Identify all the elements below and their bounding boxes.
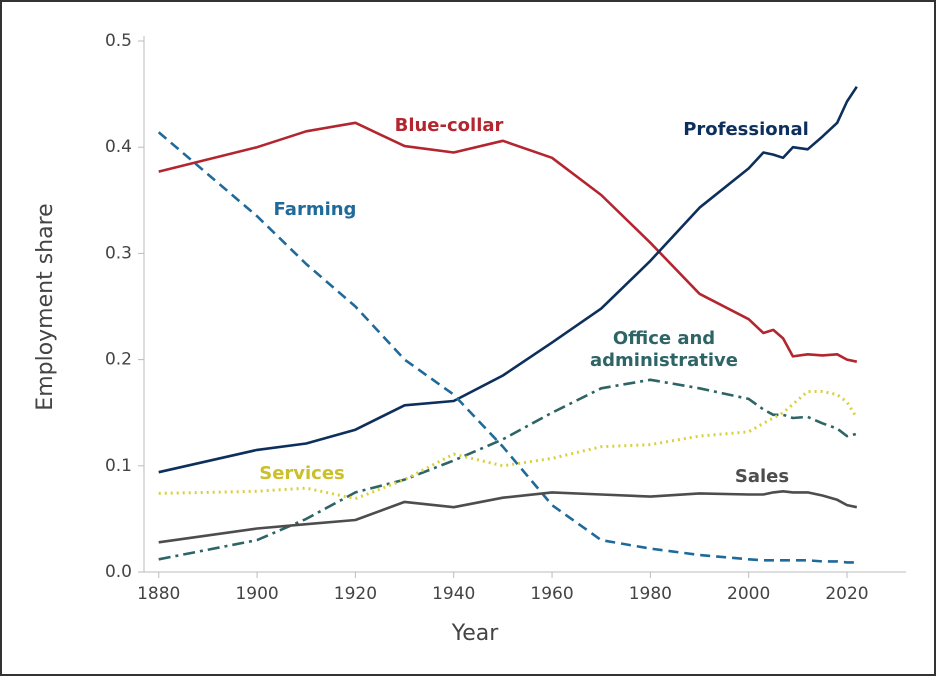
series-line <box>158 490 858 544</box>
series-line <box>158 121 858 363</box>
y-tick-label: 0.2 <box>105 350 132 370</box>
x-tick-label: 1900 <box>235 584 278 604</box>
x-tick-label: 1920 <box>334 584 377 604</box>
x-axis-label: Year <box>451 621 500 646</box>
y-axis-label: Employment share <box>33 203 58 410</box>
y-tick-label: 0.1 <box>105 456 132 476</box>
y-tick-label: 0.5 <box>105 31 132 51</box>
x-tick-label: 1980 <box>629 584 672 604</box>
y-tick-label: 0.3 <box>105 243 132 263</box>
series-label: Blue-collar <box>394 115 504 136</box>
series-line <box>158 378 858 561</box>
series-label: Services <box>259 463 345 484</box>
series-label: Professional <box>683 119 809 140</box>
x-tick-label: 1940 <box>432 584 475 604</box>
series-label: Farming <box>273 199 357 220</box>
series-line <box>158 85 858 474</box>
series-label: Office and administrative <box>590 328 738 371</box>
x-tick-label: 1960 <box>530 584 573 604</box>
y-tick-label: 0.0 <box>105 562 132 582</box>
series-label: Sales <box>734 466 790 487</box>
x-tick-label: 2000 <box>727 584 770 604</box>
x-tick-label: 2020 <box>825 584 868 604</box>
x-tick-label: 1880 <box>137 584 180 604</box>
series-line <box>157 131 857 564</box>
y-tick-label: 0.4 <box>105 137 132 157</box>
